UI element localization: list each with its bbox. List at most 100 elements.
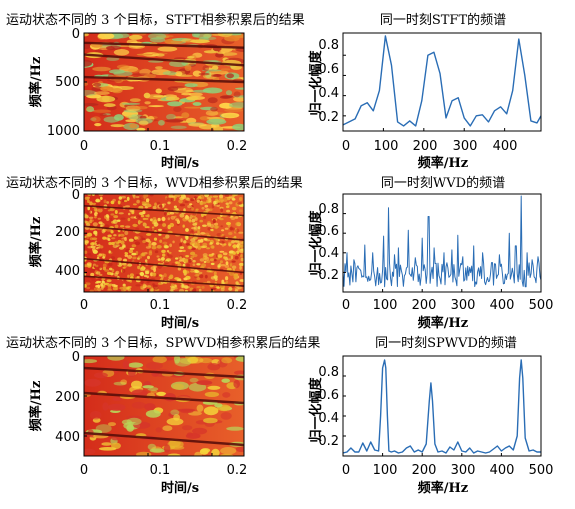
- tf-texture-cell: [147, 443, 157, 451]
- tf-texture-cell: [224, 108, 244, 113]
- tf-texture-cell: [127, 274, 130, 278]
- tf-texture-cell: [188, 92, 203, 97]
- tf-texture-cell: [114, 231, 118, 234]
- tf-texture-cell: [198, 288, 202, 292]
- y-tick-label: 400: [55, 430, 80, 445]
- tf-texture-cell: [97, 254, 102, 257]
- tf-texture-cell: [176, 220, 180, 224]
- tf-texture-cell: [100, 224, 103, 227]
- tf-texture-cell: [193, 213, 197, 216]
- tf-texture-cell: [206, 259, 211, 264]
- tf-texture-cell: [93, 287, 98, 292]
- tf-texture-cell: [107, 79, 122, 82]
- tf-texture-cell: [174, 215, 177, 218]
- tf-texture-cell: [206, 118, 227, 125]
- tf-texture-cell: [225, 205, 230, 209]
- tf-texture-cell: [132, 223, 138, 227]
- tf-texture-cell: [152, 356, 167, 364]
- tf-texture-cell: [120, 225, 125, 228]
- tf-texture-cell: [91, 116, 101, 123]
- tf-texture-cell: [131, 252, 137, 256]
- tf-texture-cell: [131, 401, 146, 409]
- tf-texture-cell: [84, 59, 92, 67]
- tf-texture-cell: [203, 260, 207, 264]
- tf-texture-cell: [210, 262, 215, 266]
- tf-texture-cell: [112, 396, 123, 401]
- tf-texture-cell: [241, 240, 244, 245]
- tf-texture-cell: [167, 224, 171, 230]
- tf-texture-cell: [213, 259, 217, 262]
- tf-texture-cell: [234, 228, 240, 233]
- tf-texture-cell: [151, 245, 157, 250]
- tf-texture-cell: [194, 269, 198, 273]
- tf-texture-cell: [87, 232, 93, 237]
- tf-texture-cell: [184, 83, 198, 88]
- tf-texture-cell: [167, 254, 173, 258]
- tf-texture-cell: [100, 86, 114, 92]
- y-axis-label: 归一化幅度: [308, 50, 324, 116]
- tf-texture-cell: [184, 356, 196, 360]
- plot-area: [343, 33, 541, 131]
- y-axis-label: 频率/Hz: [28, 217, 44, 267]
- x-tick-label: 300: [453, 139, 478, 154]
- tf-texture-cell: [100, 196, 103, 200]
- tf-texture-cell: [190, 270, 195, 273]
- tf-texture-cell: [185, 255, 190, 258]
- tf-texture-cell: [145, 246, 151, 249]
- tf-texture-cell: [117, 289, 123, 292]
- tf-texture-cell: [129, 273, 134, 277]
- tf-texture-cell: [237, 202, 243, 205]
- y-tick-label: 500: [55, 75, 80, 90]
- tf-texture-cell: [192, 33, 200, 38]
- tf-texture-cell: [87, 199, 90, 203]
- tf-texture-cell: [122, 360, 130, 370]
- tf-texture-cell: [116, 64, 130, 70]
- tf-texture-cell: [175, 71, 183, 77]
- tf-texture-cell: [128, 238, 134, 242]
- tf-texture-cell: [116, 262, 120, 266]
- tf-texture-cell: [164, 261, 169, 265]
- tf-texture-cell: [168, 195, 174, 199]
- tf-texture-cell: [229, 271, 235, 276]
- axes-frame: [342, 355, 542, 457]
- tf-texture-cell: [123, 258, 127, 262]
- tf-texture-cell: [220, 264, 226, 267]
- tf-texture-cell: [228, 232, 233, 235]
- tf-texture-cell: [223, 114, 237, 118]
- spectrum-title: 同一时刻STFT的频谱: [380, 12, 506, 28]
- spectrum-title: 同一时刻SPWVD的频谱: [375, 335, 517, 351]
- tf-texture-cell: [151, 288, 154, 292]
- tf-texture-cell: [84, 103, 99, 106]
- tf-texture-cell: [196, 199, 200, 203]
- tf-texture-cell: [235, 356, 244, 362]
- tf-texture-cell: [166, 258, 171, 262]
- tf-texture-cell: [141, 265, 145, 270]
- tf-texture-cell: [194, 243, 198, 247]
- y-tick-label: 0.4: [318, 411, 339, 426]
- tf-texture-cell: [233, 273, 239, 278]
- tf-texture-cell: [157, 258, 161, 261]
- tf-texture-cell: [93, 82, 102, 87]
- tf-texture-cell: [121, 102, 141, 105]
- tf-texture-cell: [203, 406, 219, 416]
- tf-texture-cell: [134, 241, 141, 246]
- tf-texture-cell: [170, 409, 180, 416]
- x-axis-label: 频率/Hz: [418, 315, 468, 331]
- tf-texture-cell: [226, 209, 231, 213]
- x-tick-label: 200: [412, 298, 437, 313]
- tf-texture-cell: [195, 229, 201, 232]
- tf-texture-cell: [106, 271, 112, 275]
- x-tick-label: 300: [451, 463, 476, 478]
- tf-texture-cell: [198, 72, 210, 76]
- tf-texture-cell: [169, 243, 173, 248]
- tf-texture-cell: [125, 119, 138, 123]
- tf-texture-cell: [142, 239, 147, 244]
- tf-texture-cell: [158, 228, 162, 232]
- tf-texture-cell: [228, 287, 233, 291]
- tf-texture-cell: [124, 254, 129, 257]
- tf-texture-cell: [169, 211, 175, 215]
- tf-texture-cell: [211, 204, 215, 209]
- tf-texture-cell: [140, 252, 146, 257]
- tf-texture-cell: [192, 70, 202, 77]
- x-tick-label: 400: [493, 139, 518, 154]
